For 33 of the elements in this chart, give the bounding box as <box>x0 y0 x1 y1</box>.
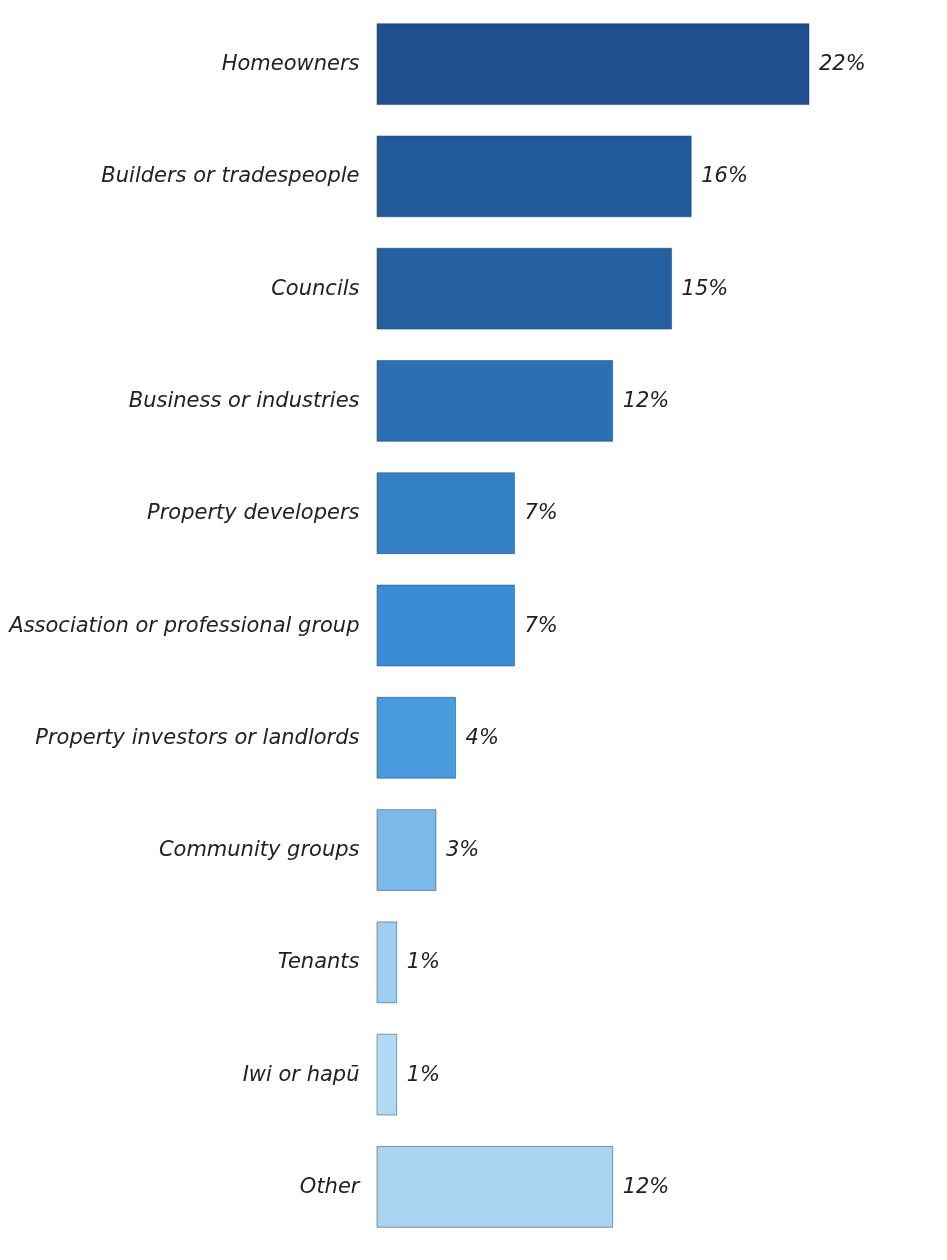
bar <box>376 696 457 779</box>
y-tick-label: Homeowners <box>221 51 360 76</box>
y-tick-label: Community groups <box>158 837 360 862</box>
y-tick-label: Builders or tradespeople <box>101 163 360 188</box>
y-tick-label: Property investors or landlords <box>35 724 360 749</box>
data-label: 22% <box>819 51 866 76</box>
data-label: 3% <box>445 837 480 862</box>
bar <box>376 1145 614 1228</box>
bar <box>376 23 810 106</box>
bar <box>376 921 398 1004</box>
bar <box>376 135 692 218</box>
y-tick-label: Tenants <box>277 949 360 974</box>
data-label: 12% <box>622 1173 670 1198</box>
bar <box>376 247 673 330</box>
y-tick-label: Property developers <box>147 500 360 525</box>
bar <box>376 584 515 667</box>
data-label: 16% <box>701 163 748 188</box>
data-label: 12% <box>622 387 670 412</box>
bar <box>376 809 437 891</box>
data-label: 4% <box>465 724 499 749</box>
y-tick-label: Association or professional group <box>7 612 360 637</box>
y-tick-label: Business or industries <box>128 387 360 412</box>
data-label: 1% <box>406 1061 440 1086</box>
data-label: 1% <box>406 949 440 974</box>
bar <box>376 1033 398 1116</box>
bar <box>376 360 614 442</box>
data-label: 7% <box>524 500 558 525</box>
data-label: 7% <box>524 612 558 637</box>
bar <box>376 472 515 555</box>
data-label: 15% <box>681 275 729 300</box>
y-tick-label: Councils <box>271 275 360 300</box>
y-tick-label: Other <box>299 1173 361 1198</box>
y-tick-label: Iwi or hapū <box>242 1061 360 1086</box>
